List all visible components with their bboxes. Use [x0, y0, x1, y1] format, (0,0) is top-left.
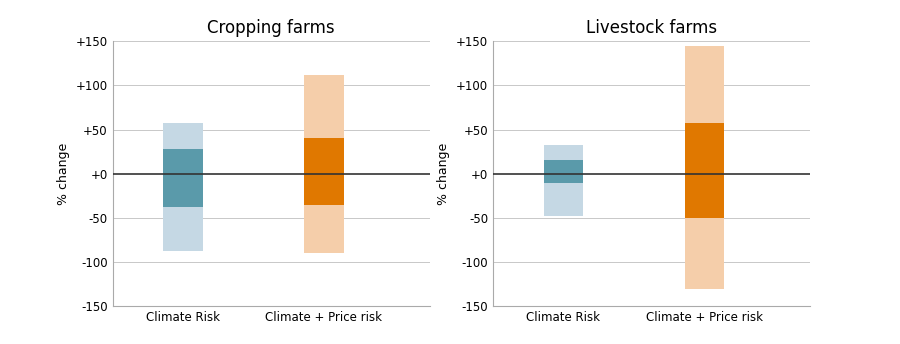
- Bar: [163, 122, 202, 251]
- Bar: [304, 75, 344, 253]
- Bar: [685, 46, 724, 289]
- Y-axis label: % change: % change: [57, 143, 70, 205]
- Bar: [163, 149, 202, 207]
- Bar: [544, 144, 583, 216]
- Bar: [544, 160, 583, 183]
- Title: Livestock farms: Livestock farms: [586, 19, 717, 37]
- Bar: [304, 138, 344, 205]
- Y-axis label: % change: % change: [437, 143, 450, 205]
- Bar: [685, 123, 724, 218]
- Title: Cropping farms: Cropping farms: [207, 19, 335, 37]
